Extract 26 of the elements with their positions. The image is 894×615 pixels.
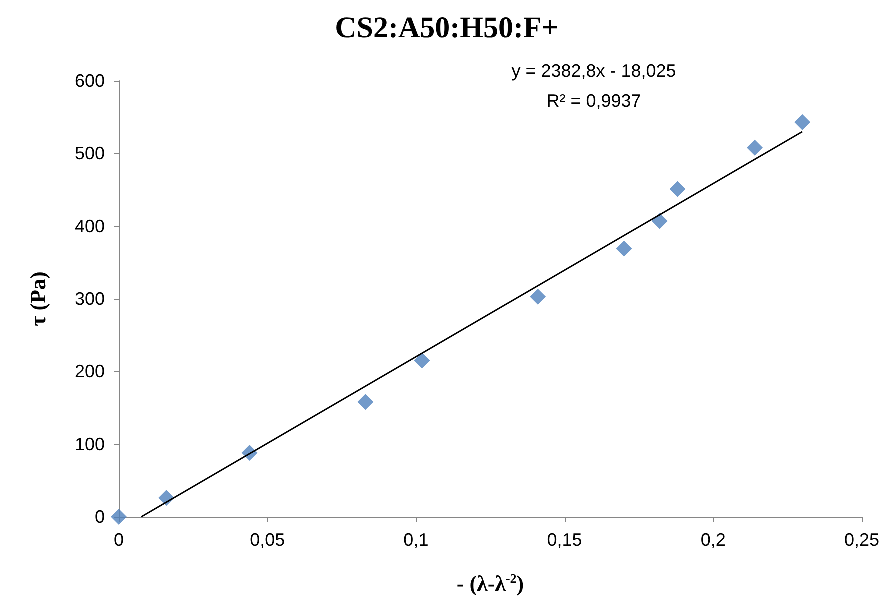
y-tick-label: 600 [74,71,105,91]
y-tick-label: 500 [74,144,105,164]
point [670,181,686,198]
y-axis-title: τ (Pa) [26,272,50,326]
x-tick-label: 0,05 [250,530,286,550]
point [616,240,632,257]
point [414,352,430,369]
y-tick-label: 300 [74,289,105,309]
y-tick-label: 400 [74,216,105,236]
y-tick-label: 0 [94,507,105,527]
point [652,213,668,230]
x-tick-label: 0,15 [547,530,582,550]
x-tick-label: 0,1 [404,530,429,550]
x-tick-label: 0,2 [700,530,726,550]
chart-title: CS2:A50:H50:F+ [335,12,559,44]
x-tick-label: 0,25 [844,530,880,550]
point [794,114,811,130]
point [111,509,127,525]
y-tick-label: 200 [74,362,105,382]
text: y = 2382,8x - 18,025 [512,61,676,81]
x-tick-label: 0 [114,530,124,550]
point [358,394,374,410]
y-tick-label: 100 [74,434,105,454]
point [747,140,764,156]
annotation: R² = 0,9937 [546,91,642,111]
point [530,288,546,305]
